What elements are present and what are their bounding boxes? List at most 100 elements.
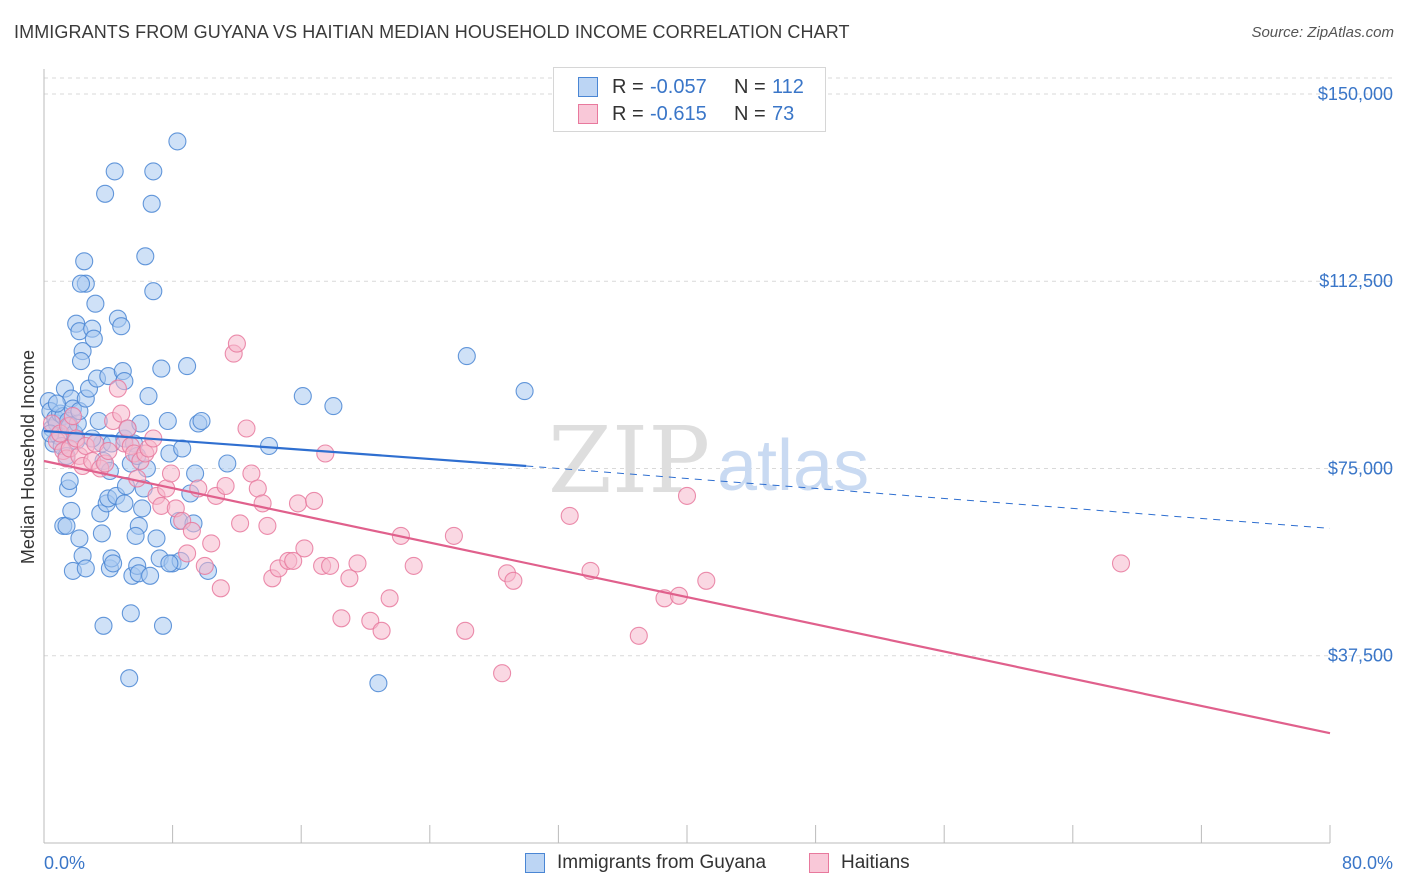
legend-swatch-blue (578, 77, 598, 97)
x-tick-label: 0.0% (44, 853, 85, 873)
guyana-point (152, 359, 171, 378)
watermark: ZIP atlas (548, 407, 869, 514)
legend-item-label: Haitians (841, 852, 910, 873)
haitian-point (108, 379, 127, 398)
guyana-point (136, 247, 155, 266)
haitian-point (258, 516, 277, 535)
haitian-point (182, 521, 201, 540)
guyana-point (112, 317, 131, 336)
haitian-point (284, 551, 303, 570)
legend-item-guyana[interactable]: Immigrants from Guyana (525, 852, 766, 874)
haitian-point (1111, 554, 1131, 573)
legend-n-value: 73 (772, 102, 795, 125)
guyana-point (96, 184, 115, 203)
haitian-point (380, 589, 399, 608)
guyana-point (218, 454, 237, 473)
x-tick-labels: 0.0% 80.0% (44, 853, 1393, 873)
guyana-point (121, 604, 140, 623)
haitian-point (560, 506, 579, 525)
guyana-point (192, 411, 211, 431)
y-tick-label: $75,000 (1328, 458, 1393, 478)
haitian-point (195, 556, 214, 575)
correlation-legend: R = -0.057 N = 112 R = -0.615 N = 73 (553, 67, 826, 132)
trend-line-guyana-extension (526, 465, 1331, 529)
guyana-point (369, 674, 388, 693)
watermark-atlas: atlas (717, 426, 869, 506)
haitian-point (295, 539, 314, 558)
trend-line-guyana (43, 429, 527, 468)
guyana-point (186, 464, 205, 483)
guyana-point (324, 397, 343, 416)
guyana-point (57, 516, 76, 535)
y-tick-label: $112,500 (1319, 271, 1393, 291)
haitian-point (216, 476, 235, 496)
series-haitians (42, 334, 1131, 683)
y-axis-title: Median Household Income (18, 350, 38, 564)
trend-lines (43, 429, 1331, 735)
guyana-point (104, 554, 123, 573)
legend-r-label: R = (612, 102, 644, 125)
guyana-point (94, 616, 113, 635)
guyana-point (84, 329, 103, 348)
haitian-point (99, 441, 118, 461)
guyana-point (120, 669, 139, 688)
haitian-point (202, 534, 221, 553)
haitian-point (231, 514, 250, 533)
haitian-point (305, 491, 324, 510)
legend-swatch-pink (578, 104, 598, 124)
haitian-point (288, 494, 308, 513)
guyana-point (71, 274, 91, 293)
guyana-point (178, 357, 197, 376)
guyana-point (142, 194, 161, 213)
legend-swatch-blue (525, 853, 545, 873)
guyana-point (76, 559, 95, 578)
guyana-point (60, 471, 79, 491)
source-label: Source: ZipAtlas.com (1251, 24, 1394, 41)
haitian-point (112, 404, 131, 423)
haitian-point (444, 526, 463, 545)
haitian-point (340, 569, 359, 588)
guyana-point (158, 411, 177, 431)
y-tick-labels: $37,500 $75,000 $112,500 $150,000 (1318, 84, 1393, 666)
legend-r-label: R = (612, 75, 644, 98)
haitian-point (361, 611, 380, 630)
guyana-point (115, 494, 134, 513)
haitian-point (227, 334, 246, 353)
guyana-point (139, 387, 158, 406)
guyana-point (75, 252, 94, 271)
legend-swatch-pink (809, 853, 829, 873)
legend-item-haitians[interactable]: Haitians (809, 852, 910, 874)
legend-n-label: N = (734, 102, 766, 125)
x-tick-label: 80.0% (1342, 853, 1393, 873)
haitian-point (237, 419, 256, 438)
legend-n-label: N = (734, 75, 766, 98)
guyana-point (126, 526, 145, 545)
haitian-point (404, 556, 423, 575)
guyana-point (92, 524, 111, 543)
legend-r-value: -0.615 (650, 102, 707, 125)
haitian-point (348, 554, 367, 573)
series-legend: Immigrants from Guyana Haitians (0, 852, 1406, 878)
haitian-point (178, 544, 197, 563)
guyana-point (144, 282, 163, 301)
guyana-point (168, 132, 187, 151)
haitian-point (332, 609, 351, 628)
y-tick-label: $150,000 (1318, 84, 1393, 104)
guyana-point (153, 616, 173, 635)
haitian-point (63, 407, 82, 426)
legend-item-label: Immigrants from Guyana (557, 852, 767, 873)
guyana-point (515, 382, 534, 401)
chart-title: IMMIGRANTS FROM GUYANA VS HAITIAN MEDIAN… (14, 22, 850, 42)
guyana-point (70, 529, 89, 548)
guyana-point (86, 294, 105, 313)
haitian-point (242, 464, 261, 483)
haitian-point (316, 444, 335, 463)
haitian-point (372, 621, 391, 640)
guyana-point (160, 554, 179, 573)
axes (43, 69, 1331, 844)
haitian-point (697, 571, 716, 590)
guyana-point (147, 529, 166, 548)
guyana-point (62, 501, 81, 520)
haitian-point (161, 464, 181, 483)
guyana-point (47, 394, 66, 413)
